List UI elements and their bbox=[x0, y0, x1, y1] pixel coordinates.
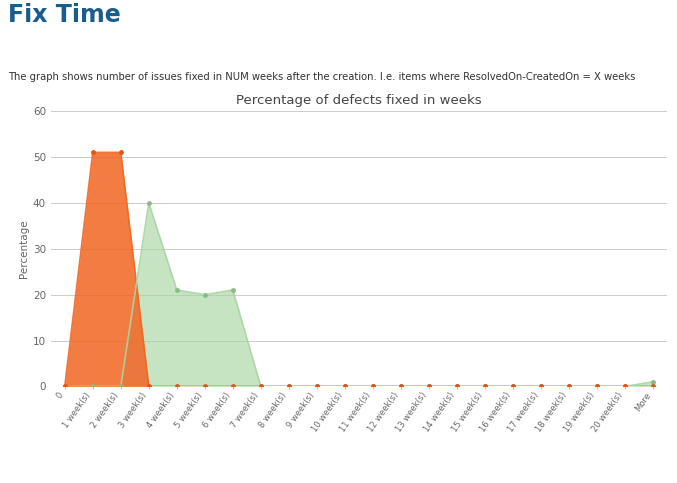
Text: Fix Time: Fix Time bbox=[8, 3, 121, 27]
Y-axis label: Percentage: Percentage bbox=[19, 219, 28, 278]
Text: The graph shows number of issues fixed in NUM weeks after the creation. I.e. ite: The graph shows number of issues fixed i… bbox=[8, 72, 636, 82]
Title: Percentage of defects fixed in weeks: Percentage of defects fixed in weeks bbox=[236, 94, 481, 107]
